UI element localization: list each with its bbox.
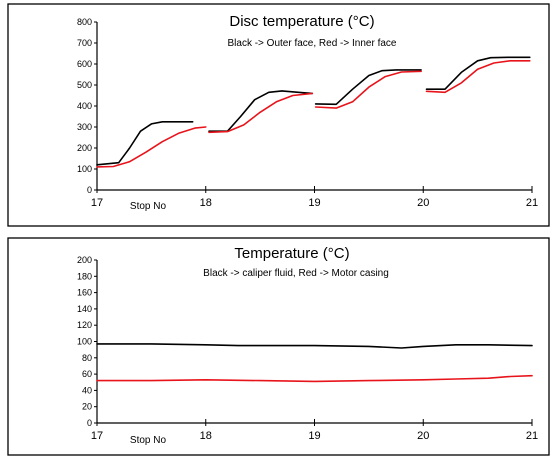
y-tick-label: 0	[87, 418, 92, 428]
temperature-chart-panel: Temperature (°C) Black -> caliper fluid,…	[0, 236, 557, 459]
y-tick-label: 100	[77, 337, 92, 347]
y-tick-label: 20	[82, 402, 92, 412]
x-tick-label: 21	[526, 430, 538, 442]
x-tick-label: 20	[417, 430, 429, 442]
series-line-inner-face	[425, 59, 531, 94]
series-line-outer-face	[425, 56, 531, 90]
series-line-outer-face	[96, 121, 194, 166]
y-tick-label: 160	[77, 288, 92, 298]
x-tick-label: 17	[91, 430, 103, 442]
y-tick-label: 800	[77, 17, 92, 27]
disc-temperature-chart: Disc temperature (°C) Black -> Outer fac…	[7, 3, 550, 227]
chart-title: Temperature (°C)	[234, 245, 349, 262]
y-tick-label: 120	[77, 320, 92, 330]
chart-frame	[7, 237, 550, 456]
y-tick-label: 0	[87, 185, 92, 195]
series-line-inner-face	[208, 92, 314, 134]
x-tick-label: 21	[526, 197, 538, 209]
y-tick-label: 700	[77, 38, 92, 48]
y-tick-label: 60	[82, 369, 92, 379]
y-tick-label: 100	[77, 164, 92, 174]
series-line-inner-face	[96, 126, 207, 168]
plot-area: 0 100 200 300 400 500 600 700 800 17 18 19 20 21	[77, 17, 538, 209]
series-line-outer-face	[314, 69, 422, 106]
y-tick-label: 300	[77, 122, 92, 132]
y-tick-label: 200	[77, 143, 92, 153]
y-tick-label: 600	[77, 59, 92, 69]
series-line-caliper-fluid	[96, 343, 533, 349]
x-tick-label: 19	[308, 430, 320, 442]
x-axis-label: Stop No	[130, 201, 167, 212]
y-tick-label: 140	[77, 304, 92, 314]
disc-temperature-chart-panel: Disc temperature (°C) Black -> Outer fac…	[7, 3, 550, 227]
temperature-chart: Temperature (°C) Black -> caliper fluid,…	[7, 237, 550, 456]
series-line-motor-casing	[96, 374, 533, 383]
x-tick-label: 19	[308, 197, 320, 209]
chart-subtitle: Black -> caliper fluid, Red -> Motor cas…	[203, 268, 389, 279]
y-tick-label: 200	[77, 255, 92, 265]
y-tick-label: 500	[77, 80, 92, 90]
chart-frame	[7, 3, 550, 227]
x-tick-label: 18	[200, 430, 212, 442]
series-line-outer-face	[208, 90, 314, 132]
chart-subtitle: Black -> Outer face, Red -> Inner face	[228, 38, 397, 49]
x-axis-label: Stop No	[130, 435, 167, 446]
y-tick-label: 40	[82, 385, 92, 395]
y-tick-label: 400	[77, 101, 92, 111]
plot-area: 0 20 40 60 80 100 120 140 160 180 200 17 18 19 20 21	[77, 255, 538, 442]
series-line-inner-face	[314, 70, 422, 109]
x-tick-label: 18	[200, 197, 212, 209]
x-tick-label: 20	[417, 197, 429, 209]
chart-title: Disc temperature (°C)	[229, 13, 374, 30]
y-tick-label: 80	[82, 353, 92, 363]
x-tick-label: 17	[91, 197, 103, 209]
y-tick-label: 180	[77, 271, 92, 281]
